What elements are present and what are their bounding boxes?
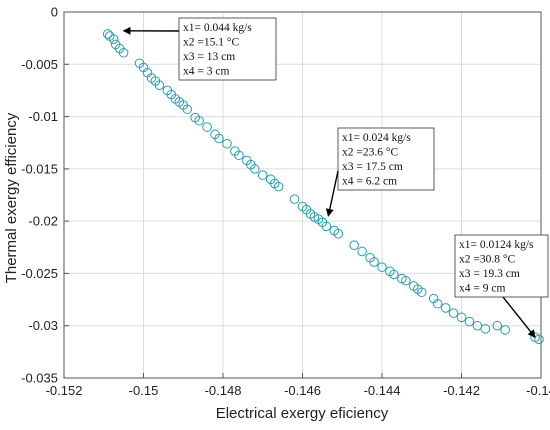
x-tick-label: -0.14 xyxy=(526,383,550,398)
grid xyxy=(63,11,542,379)
data-point xyxy=(118,47,129,58)
data-point xyxy=(234,150,244,161)
y-tick-label: -0.015 xyxy=(21,161,58,176)
annotation-arrow xyxy=(502,296,536,338)
data-point xyxy=(377,262,387,272)
data-point xyxy=(534,334,544,345)
annotation-text: x1= 0.044 kg/s xyxy=(183,22,252,34)
annotation-callout: x1= 0.0124 kg/s x2 =30.8 °C x3 = 19.3 cm x4… xyxy=(454,234,549,338)
annotation-text: x1= 0.0124 kg/s xyxy=(459,239,534,251)
annotation-text: x2 =15.1 °C xyxy=(183,37,239,49)
data-point xyxy=(102,29,113,39)
data-point xyxy=(492,320,503,331)
data-point xyxy=(194,115,204,126)
x-tick-label: -0.146 xyxy=(284,383,321,398)
annotation-text: x2 =30.8 °C xyxy=(459,254,515,266)
annotation-text: x4 = 3 cm xyxy=(183,66,229,78)
data-points xyxy=(102,29,544,345)
y-tick-label: 0 xyxy=(51,5,58,20)
annotation-text: x4 = 9 cm xyxy=(459,283,505,295)
data-point xyxy=(448,308,459,318)
data-point xyxy=(257,170,268,180)
data-point xyxy=(182,104,193,115)
y-tick-label: -0.025 xyxy=(21,266,58,281)
y-tick-label: -0.005 xyxy=(21,57,58,72)
data-point xyxy=(108,34,119,44)
data-point xyxy=(369,257,379,267)
x-tick-label: -0.152 xyxy=(46,383,83,398)
annotation-callout: x1= 0.044 kg/s x2 =15.1 °C x3 = 13 cm x4 = … xyxy=(122,17,277,81)
y-tick-label: -0.01 xyxy=(28,109,58,124)
x-tick-label: -0.144 xyxy=(364,383,401,398)
annotation-text: x3 = 13 cm xyxy=(183,51,235,63)
data-point xyxy=(416,287,427,298)
annotation-text: x1= 0.024 kg/s xyxy=(342,132,411,144)
y-axis-title: Thermal exergy efficiency xyxy=(3,112,20,283)
x-tick-label: -0.148 xyxy=(205,383,242,398)
x-tick-label: -0.142 xyxy=(443,383,480,398)
data-point xyxy=(472,320,483,331)
data-point xyxy=(464,316,475,327)
annotation-text: x2 =23.6 °C xyxy=(342,147,398,159)
data-point xyxy=(349,240,359,250)
y-tick-label: -0.03 xyxy=(28,318,58,333)
annotation-text: x3 = 17.5 cm xyxy=(342,161,403,173)
data-point xyxy=(389,269,399,280)
annotations: x1= 0.044 kg/s x2 =15.1 °C x3 = 13 cm x4 = … xyxy=(122,17,549,338)
data-point xyxy=(321,221,332,232)
annotation-box xyxy=(337,127,435,191)
data-point xyxy=(154,80,165,90)
data-point xyxy=(202,122,212,132)
data-point xyxy=(222,138,232,149)
data-point xyxy=(214,133,224,144)
y-tick-label: -0.02 xyxy=(28,214,58,229)
data-point xyxy=(357,246,367,257)
y-tick-label: -0.035 xyxy=(21,371,58,386)
axes: -0.152 -0.15 -0.148 -0.146 -0.144 -0.142 -0.14… xyxy=(21,5,550,399)
data-point xyxy=(456,312,467,323)
data-point xyxy=(500,325,511,335)
annotation-text: x4 = 6.2 cm xyxy=(342,176,397,188)
data-point xyxy=(480,324,491,334)
data-point xyxy=(440,303,451,313)
annotation-box xyxy=(178,17,277,81)
annotation-text: x3 = 19.3 cm xyxy=(459,268,520,280)
x-axis-title: Electrical exergy eficiency xyxy=(216,405,389,422)
data-point xyxy=(289,194,300,204)
x-tick-label: -0.15 xyxy=(129,383,159,398)
data-point xyxy=(333,228,344,239)
data-point xyxy=(273,181,284,192)
annotation-box xyxy=(454,234,549,298)
data-point xyxy=(432,298,443,309)
data-point xyxy=(401,275,411,286)
data-point xyxy=(250,164,260,174)
annotation-arrow xyxy=(325,170,339,217)
annotation-callout: x1= 0.024 kg/s x2 =23.6 °C x3 = 17.5 cm x4 … xyxy=(325,127,435,217)
